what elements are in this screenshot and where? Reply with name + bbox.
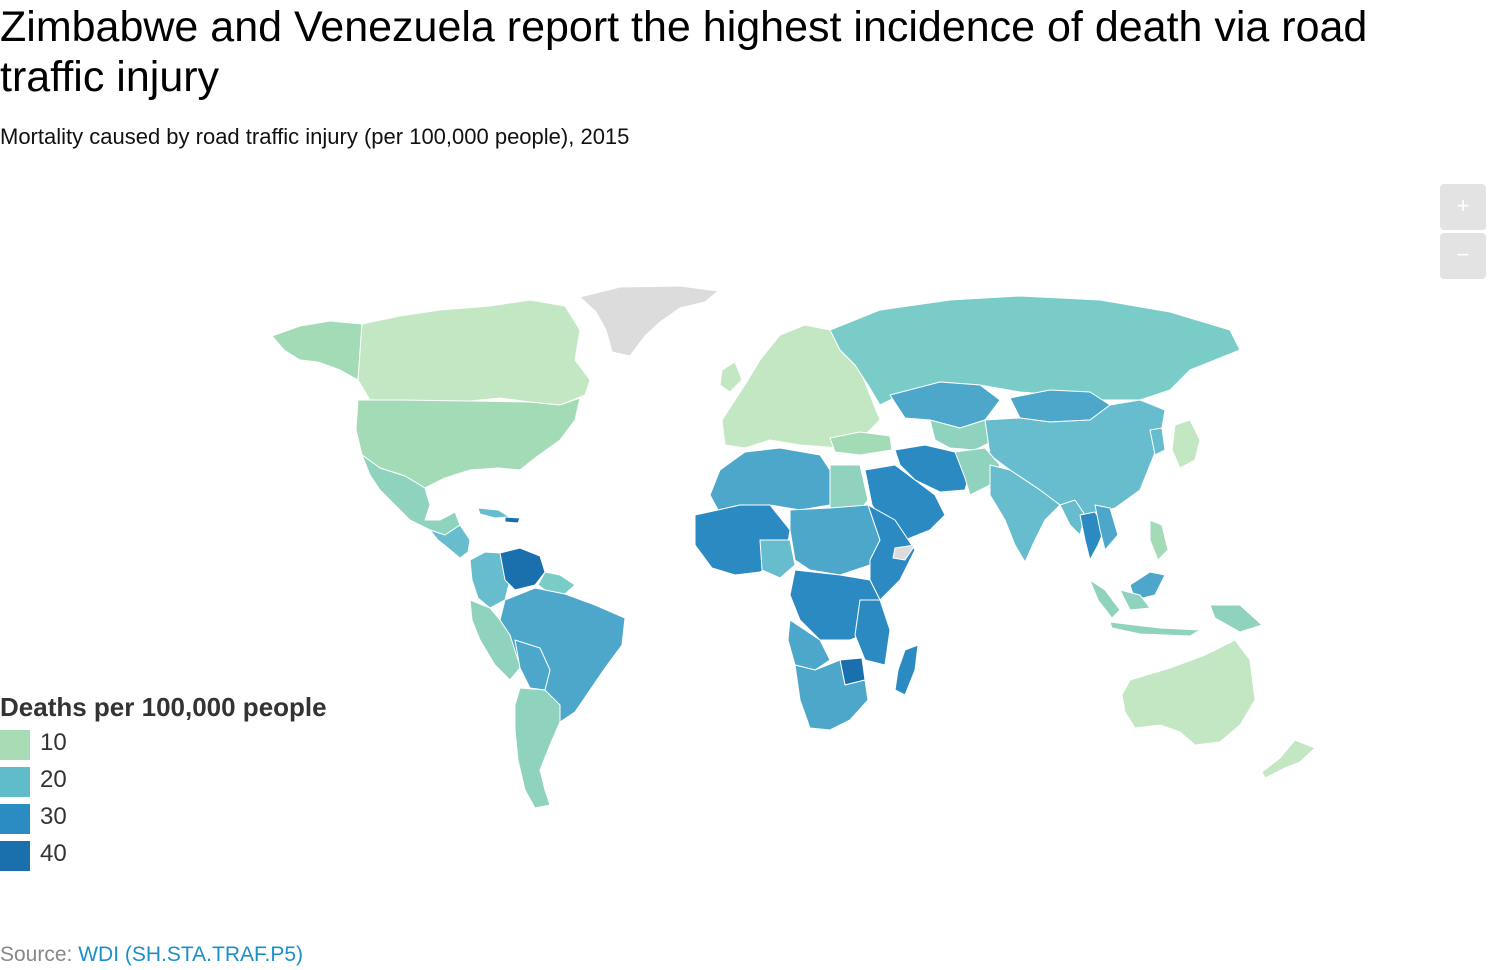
region-korea[interactable] (1149, 427, 1166, 456)
region-alaska[interactable] (271, 320, 363, 381)
zoom-in-button[interactable]: + (1440, 184, 1486, 230)
chart-title: Zimbabwe and Venezuela report the highes… (0, 3, 1368, 101)
region-haiti[interactable] (504, 516, 521, 524)
region-north-africa[interactable] (709, 447, 831, 511)
region-mexico[interactable] (361, 454, 461, 536)
region-india[interactable] (989, 464, 1061, 563)
source-link[interactable]: WDI (SH.STA.TRAF.P5) (78, 943, 304, 966)
region-argentina[interactable] (514, 687, 561, 809)
legend-label: 20 (40, 766, 67, 793)
legend-label: 30 (40, 803, 67, 830)
region-egypt[interactable] (829, 464, 869, 511)
legend-item: 40 (0, 840, 327, 878)
region-sumatra[interactable] (1089, 579, 1121, 619)
legend-swatch (0, 841, 30, 871)
legend-swatch (0, 730, 30, 760)
region-iran[interactable] (894, 444, 971, 493)
region-png[interactable] (1209, 604, 1263, 633)
region-peru[interactable] (469, 599, 521, 681)
chart-subtitle: Mortality caused by road traffic injury … (0, 124, 630, 149)
legend-swatch (0, 804, 30, 834)
legend-label: 10 (40, 729, 67, 756)
legend-title: Deaths per 100,000 people (0, 692, 327, 722)
region-madagascar[interactable] (894, 644, 919, 696)
region-venezuela[interactable] (499, 547, 546, 591)
legend-swatch (0, 767, 30, 797)
region-uk[interactable] (719, 361, 743, 393)
legend-item: 30 (0, 803, 327, 841)
region-australia[interactable] (1121, 639, 1256, 746)
zoom-out-button[interactable]: − (1440, 233, 1486, 279)
legend-item: 20 (0, 766, 327, 804)
world-map[interactable] (0, 160, 1496, 860)
region-somalia-no-data[interactable] (892, 544, 916, 561)
region-central-america[interactable] (429, 524, 471, 559)
region-canada[interactable] (357, 299, 591, 406)
region-nigeria[interactable] (759, 539, 796, 579)
region-southern-africa[interactable] (794, 659, 869, 731)
region-new-zealand[interactable] (1261, 739, 1316, 779)
region-vietnam[interactable] (1094, 504, 1119, 551)
legend-label: 40 (40, 840, 67, 867)
region-indonesia[interactable] (1109, 589, 1201, 637)
region-central-africa[interactable] (789, 504, 881, 576)
region-east-africa[interactable] (854, 599, 891, 666)
region-caribbean[interactable] (477, 507, 511, 519)
region-japan[interactable] (1171, 419, 1201, 469)
region-turkey[interactable] (829, 431, 893, 456)
source-prefix: Source: (0, 943, 73, 966)
region-greenland[interactable] (579, 285, 719, 357)
source-note: Source: WDI (SH.STA.TRAF.P5) (0, 943, 303, 967)
legend-item: 10 (0, 729, 327, 767)
region-brazil[interactable] (499, 587, 626, 723)
region-central-asia[interactable] (929, 419, 996, 451)
region-philippines[interactable] (1149, 519, 1169, 561)
legend: Deaths per 100,000 people 10 20 30 40 (0, 690, 327, 878)
region-russia[interactable] (829, 295, 1241, 406)
